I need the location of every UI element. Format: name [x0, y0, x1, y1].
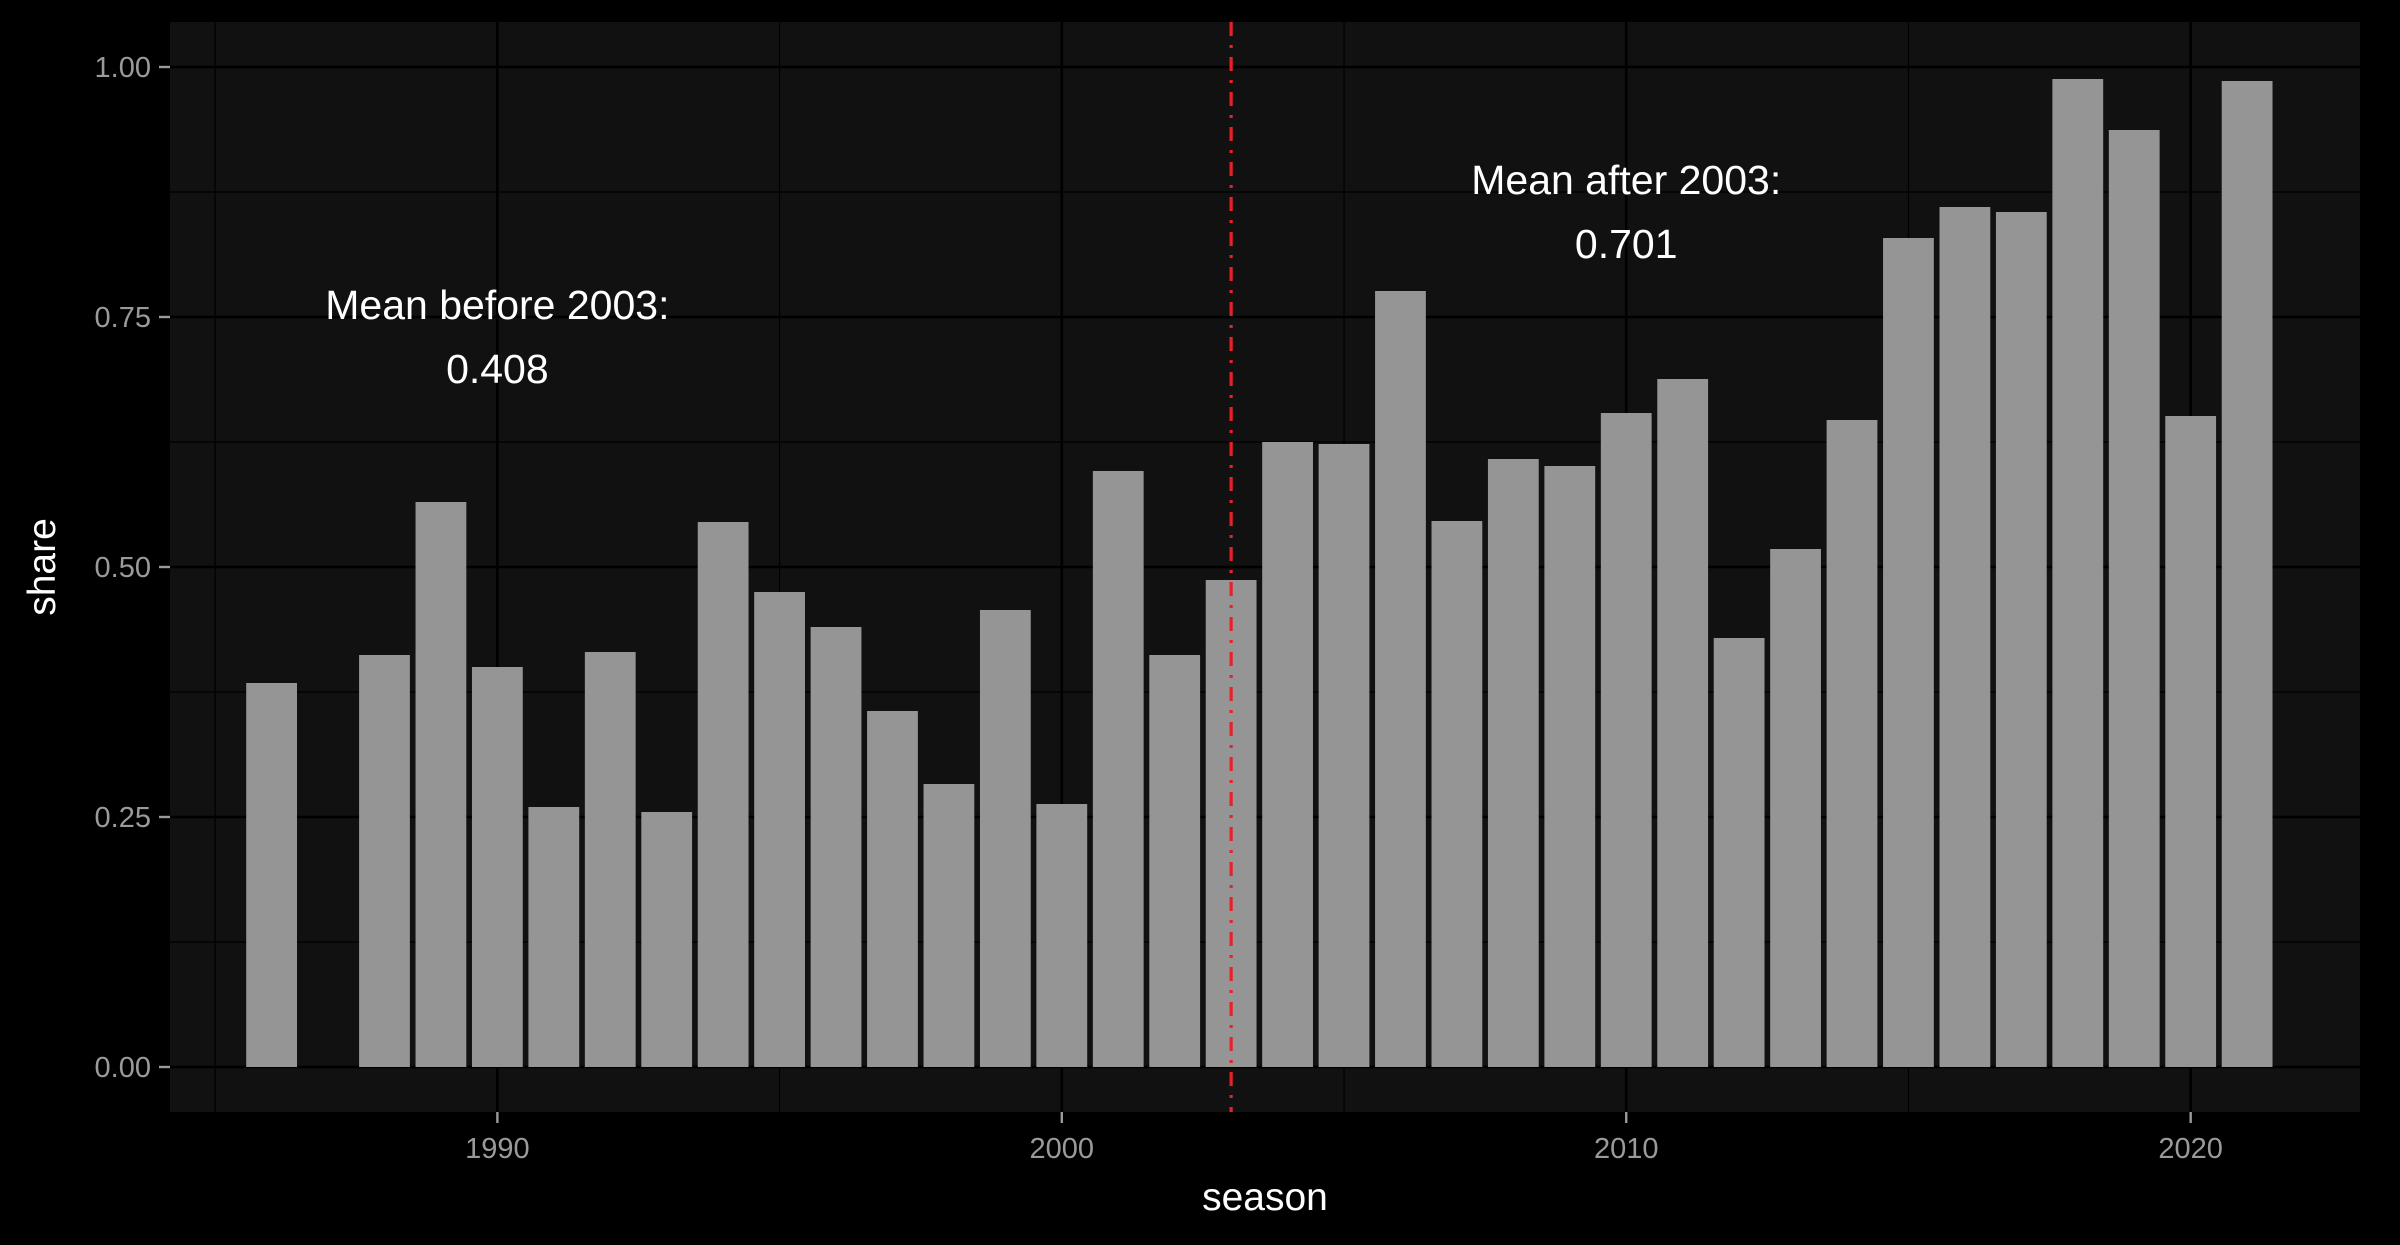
bar-2004 — [1262, 442, 1313, 1067]
annotation-before-line2: 0.408 — [446, 346, 549, 392]
x-tick-label: 1990 — [465, 1133, 530, 1165]
annotation-before-line1: Mean before 2003: — [325, 282, 669, 328]
bar-2009 — [1544, 466, 1596, 1067]
x-tick-label: 2010 — [1594, 1133, 1659, 1165]
bar-1991 — [528, 807, 580, 1067]
bar-2020 — [2165, 416, 2217, 1067]
bar-2015 — [1883, 238, 1934, 1067]
bar-2008 — [1487, 459, 1539, 1067]
bar-2019 — [2108, 130, 2160, 1067]
bar-2011 — [1657, 379, 1709, 1067]
bar-2005 — [1318, 444, 1370, 1067]
bar-1994 — [697, 522, 749, 1067]
bar-2001 — [1092, 471, 1144, 1067]
bar-2016 — [1939, 207, 1991, 1067]
bar-2006 — [1375, 291, 1426, 1067]
bar-1988 — [359, 655, 410, 1067]
y-tick-label: 1.00 — [95, 52, 151, 84]
bar-1998 — [923, 784, 975, 1067]
bar-1995 — [754, 592, 805, 1067]
bar-1990 — [471, 667, 523, 1067]
bar-1999 — [979, 610, 1031, 1067]
annotations: Mean before 2003: 0.408 Mean after 2003:… — [325, 157, 1781, 392]
annotation-after-line2: 0.701 — [1575, 221, 1678, 267]
bar-1992 — [584, 652, 636, 1067]
bar-1986 — [246, 683, 297, 1067]
y-tick-label: 0.25 — [95, 802, 151, 834]
x-tick-label: 2000 — [1030, 1133, 1095, 1165]
bar-2018 — [2052, 79, 2104, 1067]
bar-1993 — [641, 812, 693, 1067]
bar-1997 — [867, 711, 918, 1067]
bar-2010 — [1600, 413, 1652, 1067]
annotation-after-line1: Mean after 2003: — [1471, 157, 1781, 203]
bar-2021 — [2221, 81, 2273, 1067]
axis-ticks: 0.00 0.25 0.50 0.75 1.00 1990 2000 2010 2020 — [95, 52, 2223, 1165]
bar-2013 — [1770, 549, 1821, 1067]
bar-2017 — [1995, 212, 2047, 1067]
bar-2014 — [1826, 420, 1878, 1067]
bar-2000 — [1036, 804, 1088, 1067]
x-axis-title: season — [1202, 1176, 1328, 1219]
y-tick-label: 0.00 — [95, 1052, 151, 1084]
x-tick-label: 2020 — [2158, 1133, 2223, 1165]
y-tick-label: 0.75 — [95, 302, 151, 334]
bar-2007 — [1431, 521, 1483, 1067]
bar-1989 — [415, 502, 467, 1067]
bars — [246, 79, 2273, 1067]
y-tick-label: 0.50 — [95, 552, 151, 584]
bar-2002 — [1149, 655, 1201, 1067]
y-axis-title: share — [21, 518, 64, 616]
bar-1996 — [810, 627, 862, 1067]
bar-2012 — [1713, 638, 1765, 1067]
